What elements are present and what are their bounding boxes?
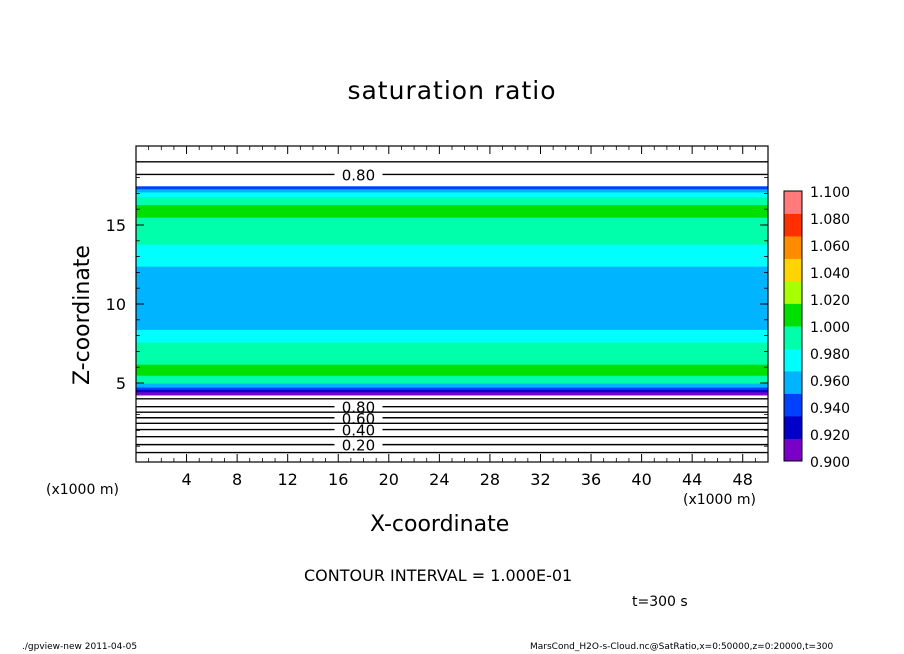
footer-source: MarsCond_H2O-s-Cloud.nc@SatRatio,x=0:500… [530, 642, 834, 652]
heatmap-band [136, 304, 768, 321]
colorbar-swatch [784, 258, 802, 282]
y-tick-label: 10 [106, 295, 126, 314]
heatmap-band [136, 352, 768, 365]
colorbar-swatch [784, 191, 802, 214]
colorbar-swatch [784, 393, 802, 417]
x-axis-label: X-coordinate [370, 512, 510, 537]
x-tick-label: 28 [480, 470, 500, 489]
colorbar-swatch [784, 213, 802, 237]
heatmap-band [136, 266, 768, 278]
heatmap-band [136, 186, 768, 190]
contour-label: 0.80 [342, 399, 375, 417]
x-tick-label: 24 [429, 470, 449, 489]
heatmap-band [136, 383, 768, 388]
colorbar-swatch [784, 348, 802, 372]
y-axis-label: Z-coordinate [70, 245, 95, 385]
colorbar-label: 0.940 [810, 401, 850, 417]
contour-interval-label: CONTOUR INTERVAL = 1.000E-01 [304, 566, 573, 585]
heatmap-band [136, 253, 768, 267]
x-tick-label: 16 [328, 470, 348, 489]
colorbar-label: 0.920 [810, 428, 850, 444]
heatmap-band [136, 231, 768, 245]
heatmap-band [136, 364, 768, 376]
contour-label: 0.40 [342, 422, 375, 440]
colorbar-swatch [784, 281, 802, 304]
x-unit-label-left: (x1000 m) [46, 482, 119, 498]
heatmap-band [136, 389, 768, 393]
colorbar-swatch [784, 303, 802, 327]
colorbar-swatch [784, 326, 802, 349]
heatmap-field [136, 186, 768, 396]
colorbar-label: 1.100 [810, 185, 850, 201]
heatmap-band [136, 204, 768, 218]
x-tick-label: 4 [181, 470, 191, 489]
x-tick-label: 36 [581, 470, 601, 489]
x-tick-label: 48 [733, 470, 753, 489]
colorbar-swatch [784, 416, 802, 439]
contour-label: 0.60 [342, 410, 375, 428]
time-label: t=300 s [632, 594, 688, 610]
heatmap-band [136, 191, 768, 198]
heatmap-band [136, 375, 768, 384]
heatmap-band [136, 217, 768, 232]
colorbar-label: 0.900 [810, 455, 850, 471]
x-tick-label: 32 [530, 470, 550, 489]
y-tick-label: 5 [116, 374, 126, 393]
heatmap-band [136, 391, 768, 396]
colorbar-label: 1.000 [810, 320, 850, 336]
colorbar-swatch [784, 438, 802, 462]
heatmap-band [136, 288, 768, 305]
x-tick-label: 44 [682, 470, 702, 489]
colorbar-label: 1.020 [810, 293, 850, 309]
colorbar-label: 0.960 [810, 374, 850, 390]
colorbar-label: 0.980 [810, 347, 850, 363]
colorbar-label: 1.080 [810, 212, 850, 228]
x-tick-label: 8 [232, 470, 242, 489]
heatmap-band [136, 243, 768, 255]
colorbar-label: 1.060 [810, 239, 850, 255]
colorbar-label: 1.040 [810, 266, 850, 282]
x-tick-label: 12 [278, 470, 298, 489]
x-tick-label: 20 [379, 470, 399, 489]
heatmap-band [136, 277, 768, 289]
heatmap-band [136, 341, 768, 354]
colorbar-frame [783, 190, 803, 462]
contour-label: 0.20 [342, 437, 375, 455]
heatmap-band [136, 196, 768, 206]
x-tick-label: 40 [631, 470, 651, 489]
heatmap-band [136, 319, 768, 330]
contour-lines: 0.200.400.600.800.80 [136, 161, 768, 455]
heatmap-band [136, 188, 768, 193]
colorbar-swatch [784, 236, 802, 259]
y-tick-label: 15 [106, 216, 126, 235]
heatmap-band [136, 386, 768, 390]
contour-label: 0.80 [342, 166, 375, 184]
footer-command: ./gpview-new 2011-04-05 [22, 642, 138, 652]
colorbar-swatch [784, 371, 802, 394]
chart-title: saturation ratio [347, 76, 557, 105]
heatmap-band [136, 329, 768, 343]
x-unit-label-right: (x1000 m) [683, 492, 756, 508]
colorbar: 0.900 0.920 0.940 0.960 0.980 1.000 1.020 1.040… [783, 185, 850, 471]
